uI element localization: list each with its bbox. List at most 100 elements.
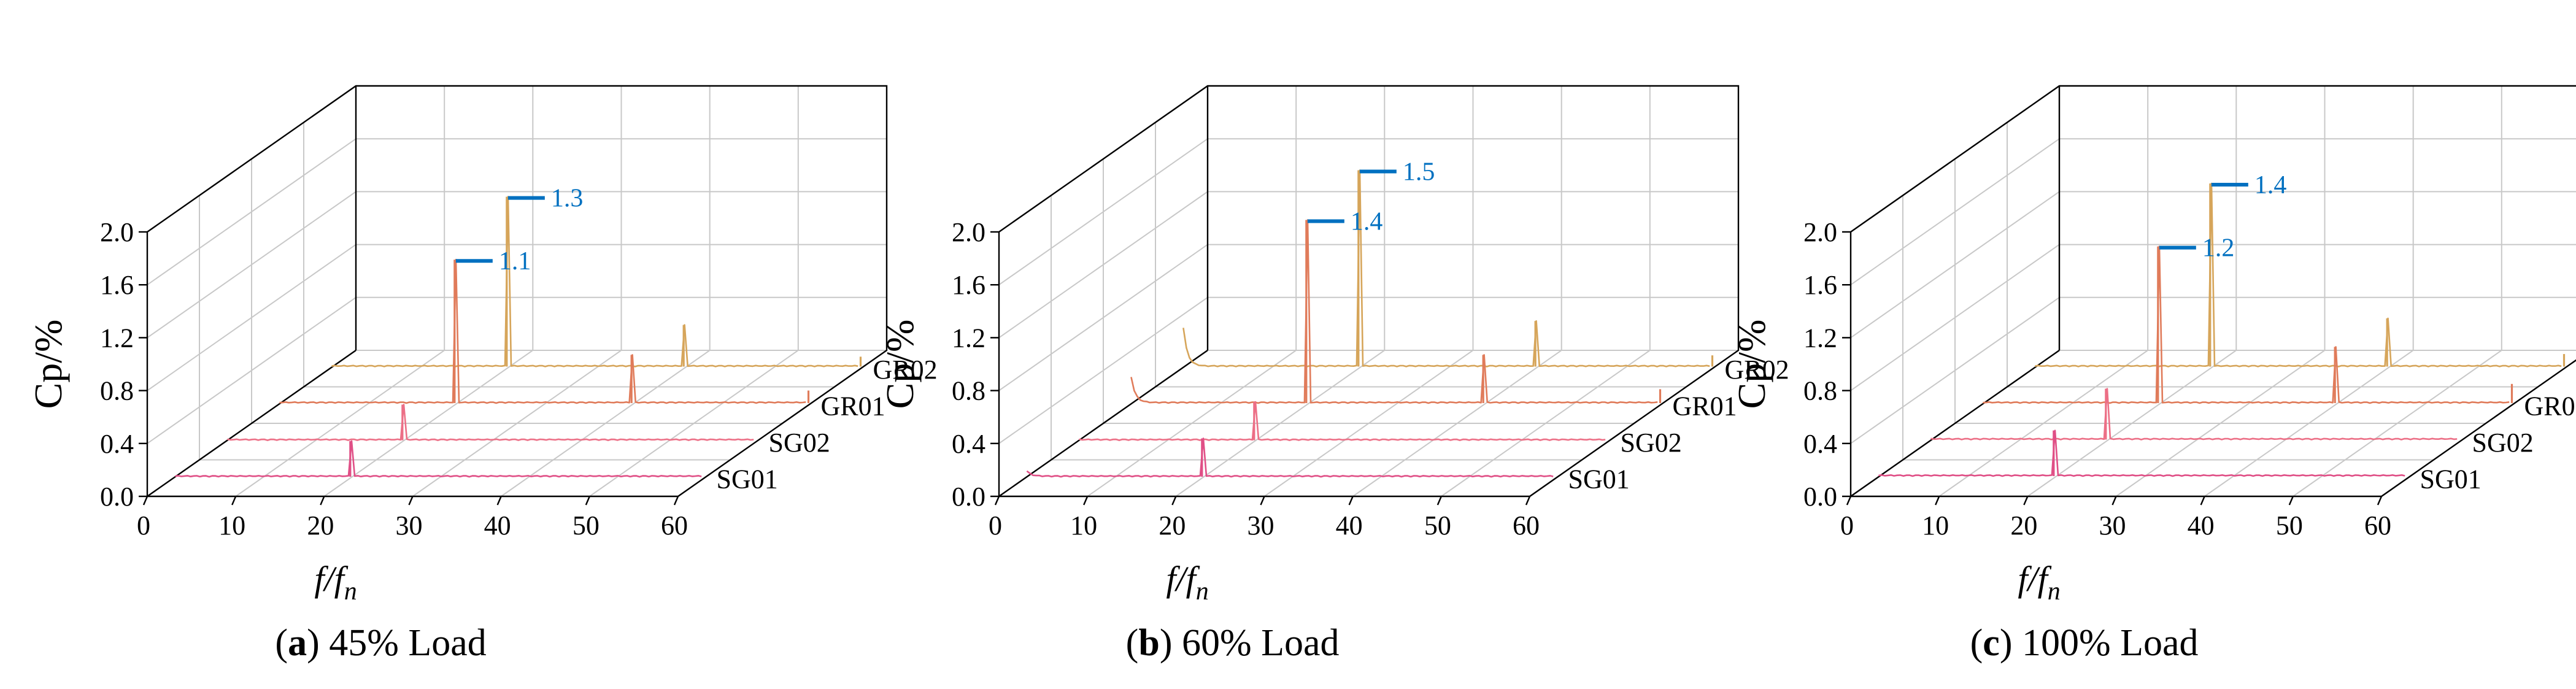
series-line-sg01 — [1878, 431, 2405, 476]
series-label: SG02 — [2472, 428, 2534, 458]
y-tick-label: 0.0 — [1803, 482, 1837, 512]
x-tick — [320, 496, 324, 505]
x-tick — [995, 496, 999, 505]
grid-line-y — [147, 298, 887, 444]
y-tick-label: 1.6 — [952, 270, 985, 300]
y-tick-label: 1.2 — [100, 323, 134, 353]
y-tick-label: 2.0 — [100, 217, 134, 247]
series-gr02: GR02 — [331, 197, 937, 385]
series-line-sg01 — [1027, 439, 1553, 477]
x-axis-label-sub: n — [2048, 577, 2061, 606]
x-tick-label: 0 — [137, 510, 150, 541]
series-line-gr02 — [1183, 171, 1710, 367]
x-axis-label-sub: n — [1196, 577, 1209, 606]
panel-caption-letter: c — [1983, 622, 2000, 664]
x-tick — [2378, 496, 2381, 505]
series-line-sg02 — [227, 404, 754, 440]
series-line-sg02 — [1930, 389, 2457, 440]
x-tick — [1261, 496, 1265, 505]
x-tick — [586, 496, 590, 505]
series-sg01: SG01 — [1027, 439, 1629, 495]
y-tick-label: 2.0 — [952, 217, 985, 247]
x-tick-label: 20 — [2010, 510, 2037, 541]
x-axis-label: f/fn — [2018, 559, 2060, 606]
y-tick-label: 0.0 — [952, 482, 985, 512]
series-label: GR01 — [821, 391, 885, 421]
grid-line-y — [147, 86, 887, 232]
y-tick-label: 0.0 — [100, 482, 134, 512]
x-axis-label: f/fn — [314, 559, 357, 606]
series-sg01: SG01 — [175, 441, 777, 494]
grid-line-y — [999, 298, 1738, 444]
x-tick-label: 10 — [1922, 510, 1949, 541]
panel-caption: (a) 45% Load — [275, 622, 486, 664]
x-tick-label: 20 — [307, 510, 334, 541]
x-tick — [2201, 496, 2205, 505]
series-gr01: GR01 — [1131, 220, 1737, 421]
series-sg02: SG02 — [227, 404, 830, 457]
x-tick-label: 40 — [1336, 510, 1363, 541]
panel-caption-text: 100% Load — [2012, 622, 2198, 664]
y-tick-label: 1.6 — [1803, 270, 1837, 300]
series-line-gr01 — [1131, 220, 1657, 403]
y-tick-label: 0.4 — [1803, 429, 1837, 459]
panel-caption-text: 60% Load — [1172, 622, 1339, 664]
x-tick-label: 0 — [989, 510, 1002, 541]
x-tick-label: 40 — [484, 510, 511, 541]
y-axis-label: Cp/% — [26, 320, 70, 409]
x-tick — [674, 496, 678, 505]
x-tick — [1172, 496, 1176, 505]
annotation-label: 1.1 — [499, 247, 531, 275]
series-line-gr02 — [2035, 183, 2561, 366]
x-tick-label: 60 — [1513, 510, 1540, 541]
x-tick-label: 50 — [2276, 510, 2303, 541]
series-line-gr02 — [331, 197, 858, 367]
x-tick — [2024, 496, 2027, 505]
x-tick-label: 50 — [1424, 510, 1451, 541]
grid-line-y — [999, 245, 1738, 391]
series-gr02: GR02 — [1183, 171, 1789, 385]
series-label: SG01 — [717, 464, 778, 494]
series-label: SG02 — [769, 428, 830, 458]
series-sg02: SG02 — [1079, 402, 1681, 458]
x-tick-label: 10 — [1070, 510, 1097, 541]
x-tick — [1847, 496, 1851, 505]
y-tick-label: 0.8 — [1803, 376, 1837, 406]
x-tick — [1526, 496, 1530, 505]
series-line-gr01 — [279, 260, 806, 403]
series-gr01: GR01 — [279, 260, 885, 421]
x-tick — [144, 496, 147, 505]
x-tick-label: 60 — [661, 510, 688, 541]
series-label: GR01 — [1673, 391, 1737, 421]
annotation-label: 1.4 — [2254, 171, 2287, 199]
x-tick — [498, 496, 501, 505]
y-tick-label: 0.4 — [952, 429, 985, 459]
x-axis-label-sub: n — [344, 577, 357, 606]
x-tick — [1438, 496, 1441, 505]
annotation-label: 1.3 — [551, 185, 584, 213]
annotation-label: 1.4 — [1351, 208, 1383, 236]
x-tick-label: 50 — [573, 510, 600, 541]
x-tick-label: 0 — [1840, 510, 1854, 541]
series-label: SG02 — [1621, 428, 1682, 458]
x-axis-label-main: f/f — [314, 559, 348, 599]
y-tick-label: 0.8 — [952, 376, 985, 406]
y-tick-label: 1.2 — [1803, 323, 1837, 353]
y-tick-label: 1.6 — [100, 270, 134, 300]
x-tick — [409, 496, 413, 505]
series-line-sg02 — [1079, 402, 1605, 441]
x-tick-label: 10 — [218, 510, 245, 541]
x-tick — [2289, 496, 2293, 505]
x-tick-label: 30 — [1248, 510, 1275, 541]
grid-line-y — [1851, 86, 2576, 232]
x-tick-label: 40 — [2188, 510, 2215, 541]
x-tick — [1349, 496, 1353, 505]
panel-caption: (c) 100% Load — [1970, 622, 2199, 664]
panel-caption-text: 45% Load — [320, 622, 487, 664]
series-label: GR01 — [2524, 391, 2576, 421]
series-label: SG01 — [2420, 464, 2482, 494]
